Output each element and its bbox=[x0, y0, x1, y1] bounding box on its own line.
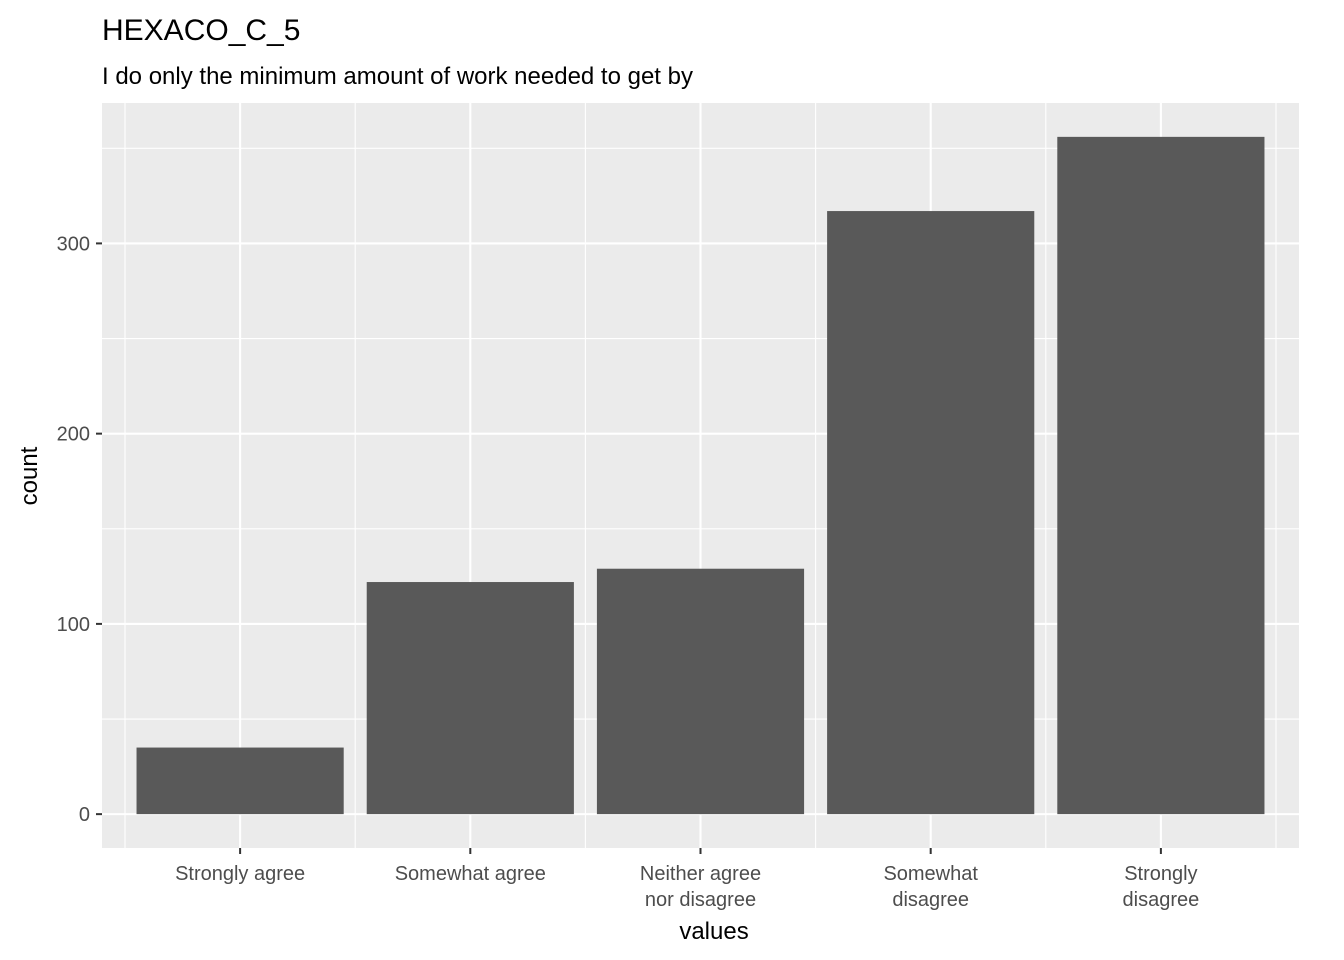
x-tick-label: Somewhat disagree bbox=[883, 863, 978, 911]
chart-subtitle: I do only the minimum amount of work nee… bbox=[102, 63, 693, 90]
x-tick-label: Strongly disagree bbox=[1123, 863, 1200, 911]
x-tick-label: Somewhat agree bbox=[395, 863, 546, 885]
bar bbox=[827, 211, 1035, 815]
bar bbox=[596, 568, 805, 815]
x-tick-label: Neither agree nor disagree bbox=[640, 863, 761, 911]
x-axis: Strongly agree Somewhat agree Neither agre… bbox=[175, 848, 1199, 911]
bar bbox=[1057, 136, 1265, 815]
y-axis-label: count bbox=[16, 446, 43, 505]
bar bbox=[136, 747, 344, 815]
x-tick-label: Strongly agree bbox=[175, 863, 305, 885]
y-tick-label: 100 bbox=[57, 614, 90, 636]
y-tick-label: 200 bbox=[57, 424, 90, 446]
x-axis-label: values bbox=[679, 918, 748, 945]
y-axis: 0 100 200 300 bbox=[57, 233, 102, 826]
y-tick-label: 0 bbox=[79, 804, 90, 826]
y-tick-label: 300 bbox=[57, 233, 90, 255]
bars bbox=[136, 136, 1265, 815]
chart-title: HEXACO_C_5 bbox=[102, 14, 300, 47]
bar bbox=[366, 582, 574, 815]
